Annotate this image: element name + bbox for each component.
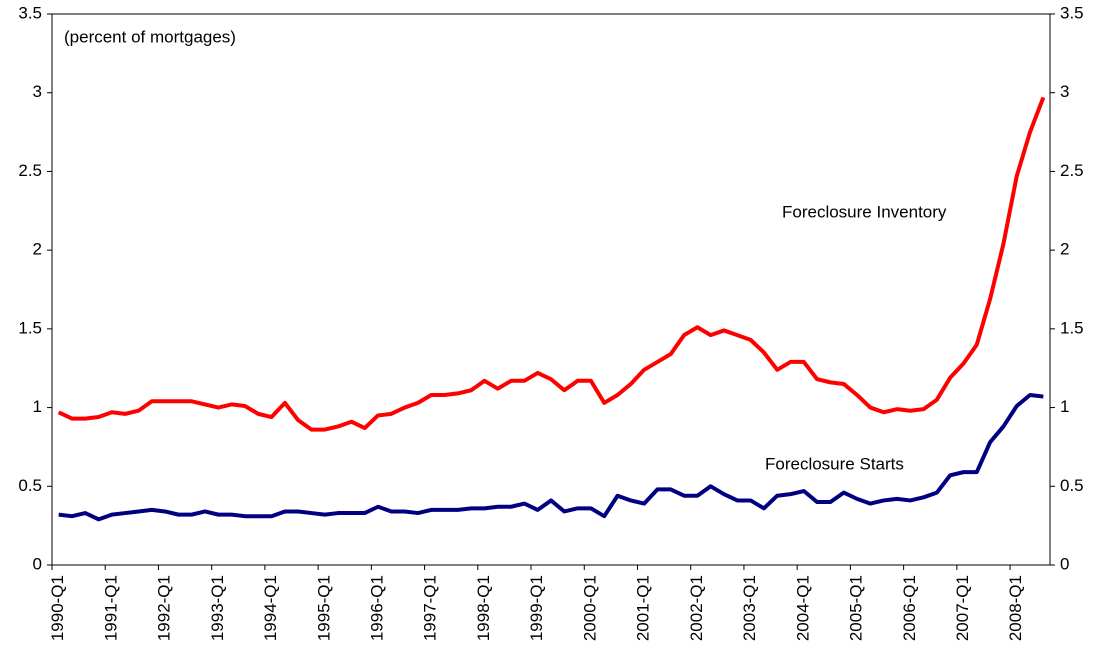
y2-tick-label: 1 — [1060, 397, 1069, 416]
x-tick-label: 1992-Q1 — [155, 575, 174, 641]
x-tick-label: 1990-Q1 — [48, 575, 67, 641]
x-tick-label: 1996-Q1 — [367, 575, 386, 641]
x-tick-label: 1991-Q1 — [101, 575, 120, 641]
x-tick-label: 1993-Q1 — [208, 575, 227, 641]
x-tick-label: 1998-Q1 — [474, 575, 493, 641]
y2-tick-label: 0 — [1060, 554, 1069, 573]
x-tick-label: 1994-Q1 — [261, 575, 280, 641]
y-tick-label: 1 — [33, 397, 42, 416]
y-tick-label: 3.5 — [18, 3, 42, 22]
x-tick-label: 2002-Q1 — [687, 575, 706, 641]
x-tick-label: 1995-Q1 — [314, 575, 333, 641]
x-tick-label: 2007-Q1 — [953, 575, 972, 641]
x-tick-label: 1997-Q1 — [421, 575, 440, 641]
y-tick-label: 2 — [33, 240, 42, 259]
y-tick-label: 2.5 — [18, 161, 42, 180]
x-tick-label: 2005-Q1 — [847, 575, 866, 641]
y2-tick-label: 1.5 — [1060, 318, 1084, 337]
y-tick-label: 1.5 — [18, 318, 42, 337]
x-tick-label: 1999-Q1 — [527, 575, 546, 641]
y2-tick-label: 2.5 — [1060, 161, 1084, 180]
unit-note: (percent of mortgages) — [64, 27, 236, 46]
x-tick-label: 2004-Q1 — [793, 575, 812, 641]
y-tick-label: 0.5 — [18, 476, 42, 495]
series-label: Foreclosure Inventory — [782, 202, 947, 221]
series-line — [58, 392, 1044, 522]
x-tick-label: 2001-Q1 — [634, 575, 653, 641]
x-tick-label: 2003-Q1 — [740, 575, 759, 641]
y-tick-label: 3 — [33, 82, 42, 101]
x-tick-label: 2006-Q1 — [900, 575, 919, 641]
x-tick-label: 2008-Q1 — [1006, 575, 1025, 641]
x-tick-label: 2000-Q1 — [580, 575, 599, 641]
y2-tick-label: 3 — [1060, 82, 1069, 101]
plot-frame — [51, 13, 1051, 566]
series-line — [57, 96, 1046, 432]
y-tick-label: 0 — [33, 554, 42, 573]
y2-tick-label: 3.5 — [1060, 3, 1084, 22]
y2-tick-label: 2 — [1060, 240, 1069, 259]
y2-tick-label: 0.5 — [1060, 476, 1084, 495]
series-label: Foreclosure Starts — [765, 454, 904, 473]
